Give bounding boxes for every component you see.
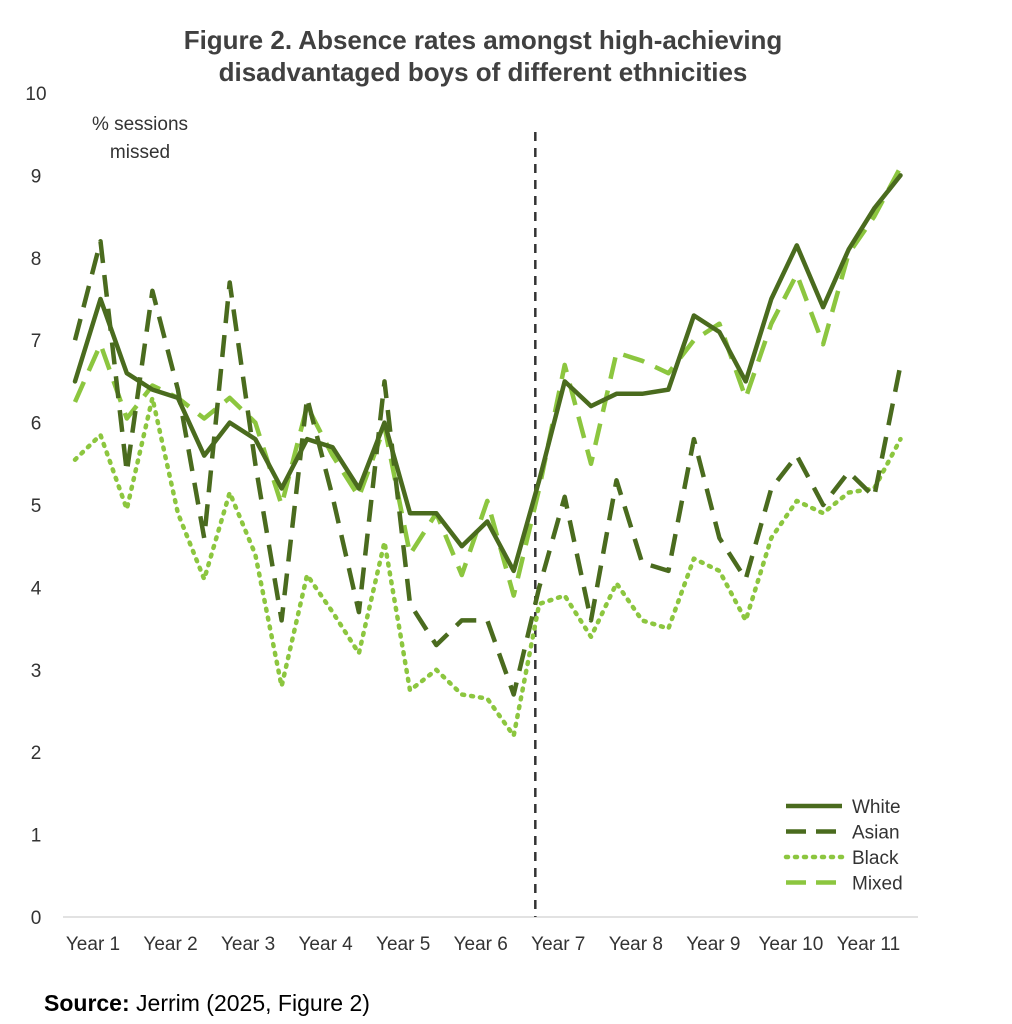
source-label: Source:	[44, 990, 130, 1016]
y-tick-label: 8	[31, 249, 42, 270]
legend-label-black: Black	[852, 848, 899, 869]
series-lines	[72, 166, 903, 738]
x-axis-ticks: Year 1 Year 2 Year 3 Year 4 Year 5 Year 6 Year…	[66, 934, 900, 955]
y-tick-label: 6	[31, 414, 42, 435]
series-line-black	[72, 395, 903, 738]
y-tick-label: 0	[31, 908, 42, 929]
x-tick-label: Year 8	[609, 934, 663, 955]
y-tick-label: 9	[31, 166, 42, 187]
x-tick-label: Year 4	[299, 934, 354, 955]
x-tick-label: Year 10	[759, 934, 824, 955]
x-tick-label: Year 2	[143, 934, 197, 955]
x-tick-label: Year 1	[66, 934, 120, 955]
series-line-mixed	[72, 166, 903, 598]
y-tick-label: 3	[31, 661, 42, 682]
legend-label-mixed: Mixed	[852, 874, 903, 895]
y-axis-label-line1: % sessions	[92, 114, 188, 135]
chart-title-line1: Figure 2. Absence rates amongst high-ach…	[184, 25, 783, 55]
y-tick-label: 10	[25, 84, 46, 105]
y-tick-label: 7	[31, 331, 42, 352]
x-tick-label: Year 5	[376, 934, 430, 955]
x-tick-label: Year 6	[454, 934, 508, 955]
chart-title-line2: disadvantaged boys of different ethnicit…	[219, 57, 748, 87]
source-text: Jerrim (2025, Figure 2)	[129, 990, 370, 1016]
y-tick-label: 2	[31, 743, 42, 764]
legend-label-white: White	[852, 797, 901, 818]
y-tick-label: 4	[31, 578, 42, 599]
legend-label-asian: Asian	[852, 823, 900, 844]
legend: White Asian Black Mixed	[783, 797, 903, 895]
x-tick-label: Year 7	[531, 934, 585, 955]
x-tick-label: Year 9	[686, 934, 740, 955]
y-tick-label: 5	[31, 496, 42, 517]
source-note: Source: Jerrim (2025, Figure 2)	[44, 990, 370, 1017]
y-axis-label-line2: missed	[110, 142, 170, 163]
y-axis-ticks: 0 1 2 3 4 5 6 7 8 9 10	[25, 84, 46, 929]
x-tick-label: Year 3	[221, 934, 275, 955]
series-line-white	[72, 173, 903, 574]
y-tick-label: 1	[31, 826, 42, 847]
series-line-asian	[72, 239, 903, 697]
x-tick-label: Year 11	[837, 934, 900, 955]
